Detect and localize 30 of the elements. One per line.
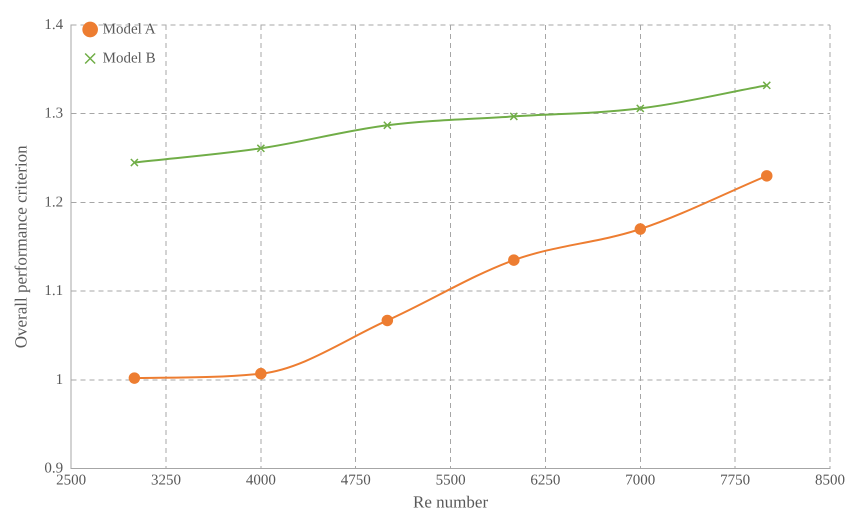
y-tick-label: 1.1 bbox=[44, 283, 64, 300]
point bbox=[130, 158, 139, 167]
x-tick-label: 4750 bbox=[340, 472, 371, 489]
point bbox=[255, 368, 267, 380]
x-tick-label: 7000 bbox=[625, 472, 656, 489]
point bbox=[508, 254, 520, 266]
y-tick-label: 1.3 bbox=[44, 106, 64, 122]
point bbox=[383, 120, 392, 130]
point bbox=[636, 104, 645, 113]
x-tick-label: 2500 bbox=[56, 472, 86, 489]
point bbox=[128, 372, 140, 384]
point bbox=[382, 314, 394, 326]
x-tick-label: 5500 bbox=[436, 472, 466, 489]
x-tick-label: 6250 bbox=[530, 472, 560, 489]
y-tick-label: 1.2 bbox=[44, 194, 64, 210]
y-tick-label: 1.4 bbox=[44, 16, 64, 33]
x-tick-label: 7750 bbox=[720, 472, 750, 489]
x-tick-label: 4000 bbox=[246, 472, 276, 489]
x-axis-title: Re number bbox=[413, 492, 488, 512]
y-tick-label: 1 bbox=[56, 372, 64, 388]
point bbox=[256, 144, 266, 153]
x-tick-label: 3250 bbox=[151, 472, 182, 489]
legend-label: Model A bbox=[102, 21, 156, 38]
legend-label: Model B bbox=[102, 50, 156, 66]
x-tick-label: 8500 bbox=[815, 472, 845, 489]
point bbox=[634, 223, 646, 235]
point bbox=[762, 81, 772, 90]
point bbox=[761, 170, 773, 182]
y-axis-title: Overall performance criterion bbox=[12, 144, 31, 348]
point bbox=[510, 112, 518, 121]
